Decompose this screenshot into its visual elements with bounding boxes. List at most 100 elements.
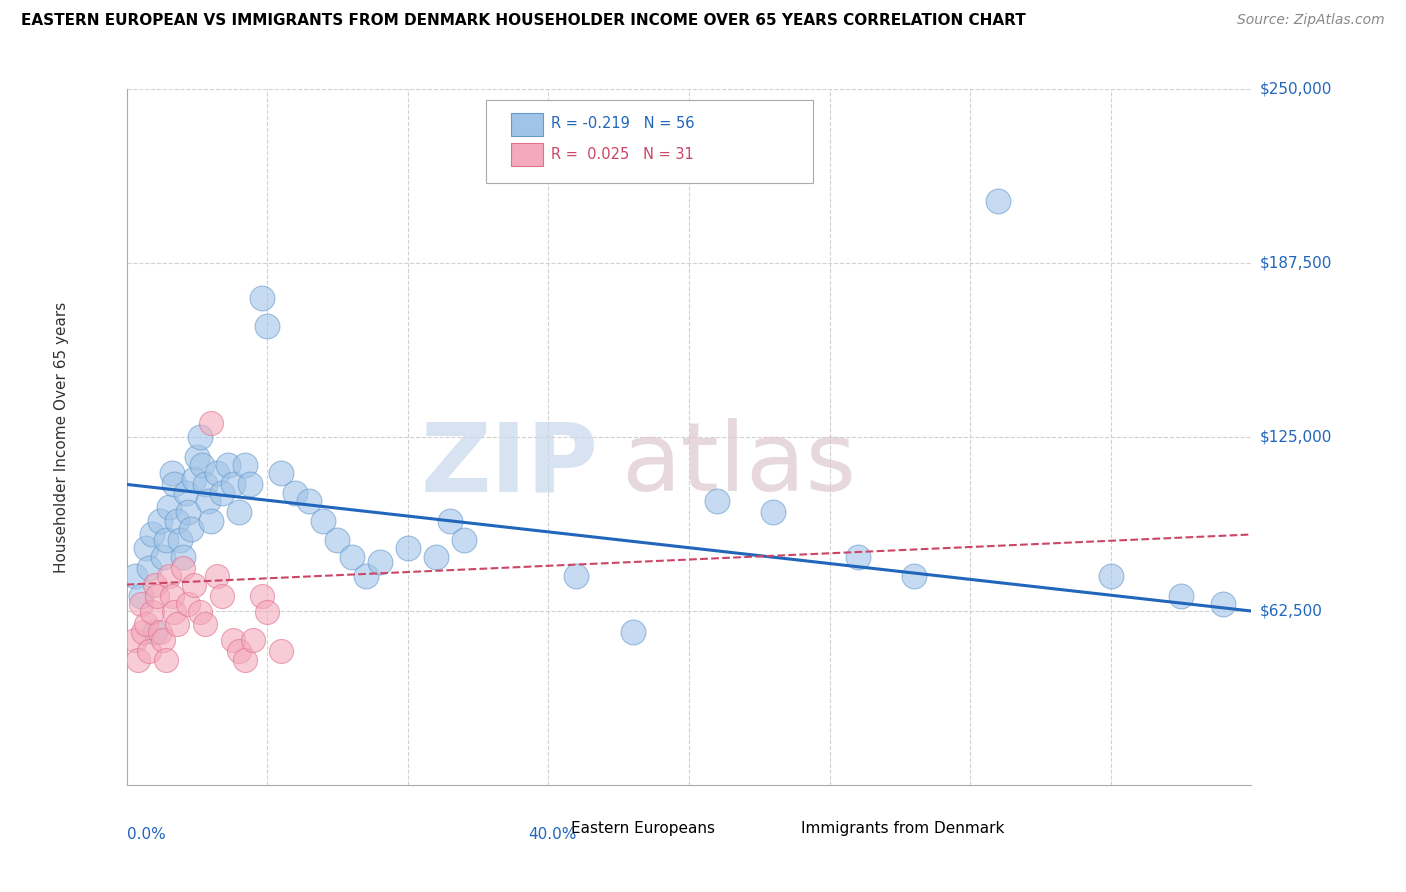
- Point: [138, 561, 160, 575]
- Point: [155, 653, 177, 667]
- Point: [183, 577, 205, 591]
- Text: Source: ZipAtlas.com: Source: ZipAtlas.com: [1237, 13, 1385, 28]
- FancyBboxPatch shape: [486, 100, 813, 183]
- Point: [846, 549, 869, 564]
- Point: [188, 430, 211, 444]
- Point: [155, 533, 177, 547]
- Bar: [512, 113, 543, 136]
- Point: [368, 555, 391, 569]
- Point: [228, 505, 250, 519]
- Point: [138, 644, 160, 658]
- Text: R =  0.025   N = 31: R = 0.025 N = 31: [551, 147, 693, 162]
- Point: [453, 533, 475, 547]
- Text: 40.0%: 40.0%: [529, 827, 576, 842]
- Text: Eastern Europeans: Eastern Europeans: [571, 822, 714, 837]
- Point: [163, 477, 186, 491]
- Point: [270, 467, 292, 481]
- Point: [270, 644, 292, 658]
- Text: $250,000: $250,000: [1260, 82, 1331, 96]
- Point: [256, 606, 278, 620]
- Point: [135, 616, 157, 631]
- Point: [197, 494, 219, 508]
- Point: [1099, 569, 1122, 583]
- Point: [250, 291, 273, 305]
- Point: [205, 467, 228, 481]
- Point: [762, 505, 785, 519]
- Point: [146, 589, 169, 603]
- Point: [166, 514, 188, 528]
- Point: [191, 458, 214, 472]
- Point: [211, 589, 233, 603]
- Point: [166, 616, 188, 631]
- Bar: [512, 144, 543, 167]
- Point: [129, 589, 152, 603]
- Text: EASTERN EUROPEAN VS IMMIGRANTS FROM DENMARK HOUSEHOLDER INCOME OVER 65 YEARS COR: EASTERN EUROPEAN VS IMMIGRANTS FROM DENM…: [21, 13, 1026, 29]
- Point: [174, 485, 197, 500]
- Point: [200, 416, 222, 430]
- Point: [312, 514, 335, 528]
- Point: [242, 633, 264, 648]
- Point: [1212, 597, 1234, 611]
- Point: [222, 633, 245, 648]
- Point: [217, 458, 239, 472]
- Point: [143, 624, 166, 639]
- Point: [565, 569, 588, 583]
- Text: 0.0%: 0.0%: [127, 827, 166, 842]
- Point: [163, 606, 186, 620]
- Point: [250, 589, 273, 603]
- Point: [256, 318, 278, 333]
- Point: [233, 653, 256, 667]
- Point: [1170, 589, 1192, 603]
- Point: [340, 549, 363, 564]
- Text: Householder Income Over 65 years: Householder Income Over 65 years: [53, 301, 69, 573]
- Point: [141, 606, 163, 620]
- Point: [211, 485, 233, 500]
- Point: [180, 522, 202, 536]
- Point: [987, 194, 1010, 208]
- Point: [326, 533, 349, 547]
- Point: [194, 477, 217, 491]
- Point: [157, 569, 180, 583]
- Point: [172, 561, 194, 575]
- Point: [200, 514, 222, 528]
- Point: [177, 597, 200, 611]
- Point: [152, 633, 174, 648]
- Point: [143, 577, 166, 591]
- Point: [222, 477, 245, 491]
- Point: [228, 644, 250, 658]
- Point: [127, 653, 149, 667]
- Point: [706, 494, 728, 508]
- Point: [149, 624, 172, 639]
- Text: Immigrants from Denmark: Immigrants from Denmark: [801, 822, 1005, 837]
- Point: [284, 485, 307, 500]
- Text: atlas: atlas: [621, 418, 856, 511]
- Point: [124, 633, 146, 648]
- Point: [233, 458, 256, 472]
- Bar: [762, 820, 793, 837]
- Text: $62,500: $62,500: [1260, 604, 1323, 618]
- Text: $125,000: $125,000: [1260, 430, 1331, 444]
- Point: [172, 549, 194, 564]
- Point: [141, 527, 163, 541]
- Point: [157, 500, 180, 514]
- Text: R = -0.219   N = 56: R = -0.219 N = 56: [551, 117, 695, 131]
- Point: [124, 569, 146, 583]
- Point: [186, 450, 208, 464]
- Point: [152, 549, 174, 564]
- Point: [903, 569, 925, 583]
- Point: [298, 494, 321, 508]
- Text: $187,500: $187,500: [1260, 256, 1331, 270]
- Point: [132, 624, 155, 639]
- Point: [621, 624, 644, 639]
- Point: [425, 549, 447, 564]
- Point: [396, 541, 419, 556]
- Point: [205, 569, 228, 583]
- Point: [354, 569, 377, 583]
- Point: [194, 616, 217, 631]
- Point: [169, 533, 191, 547]
- Point: [239, 477, 262, 491]
- Point: [135, 541, 157, 556]
- Point: [160, 589, 183, 603]
- Point: [177, 505, 200, 519]
- Point: [439, 514, 461, 528]
